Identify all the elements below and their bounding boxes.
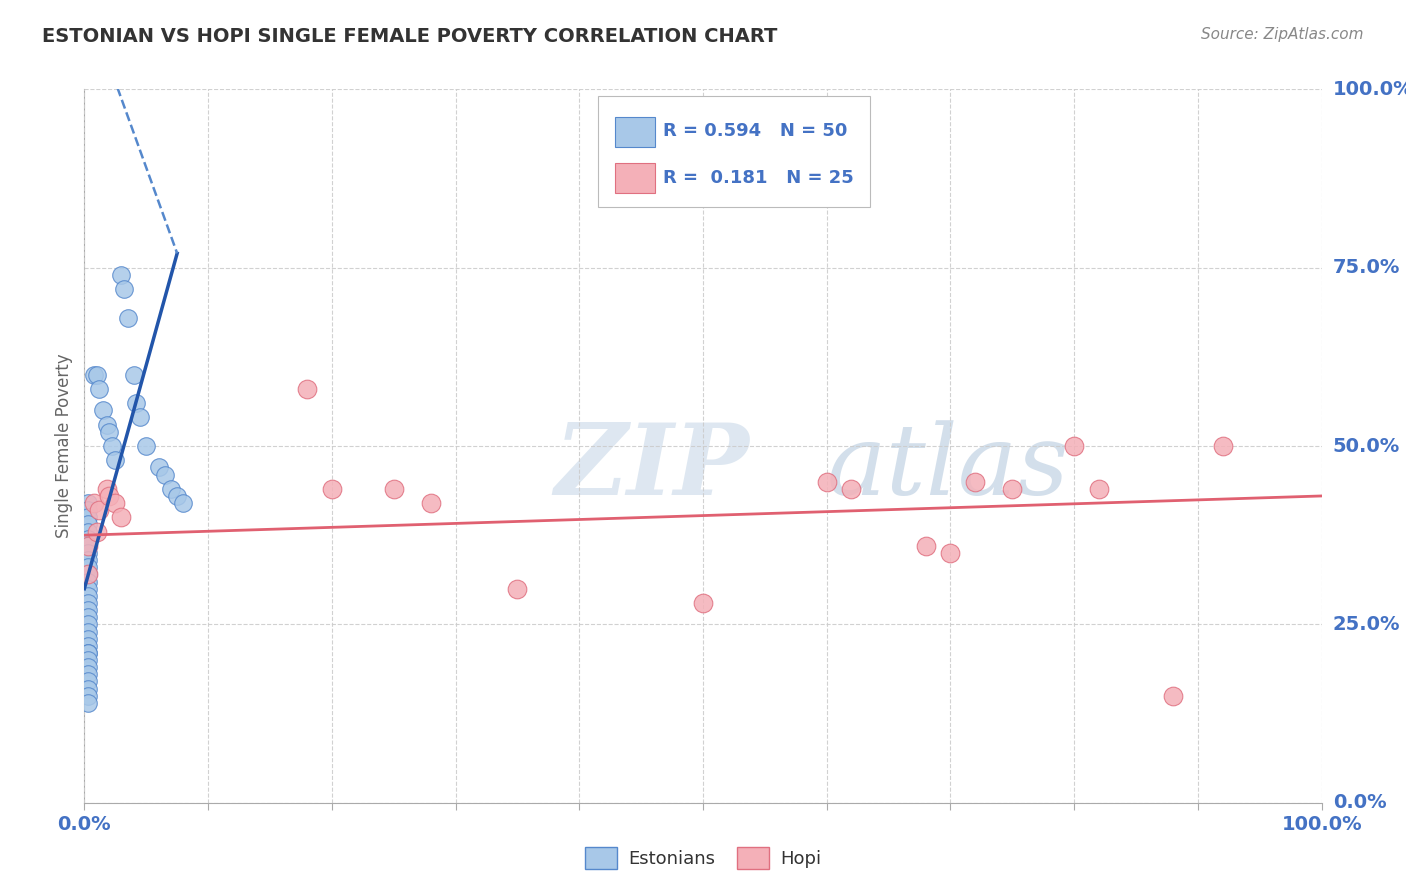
Point — [77, 546, 100, 560]
Point — [77, 567, 100, 582]
Point — [1212, 439, 1234, 453]
Point — [77, 653, 100, 667]
Point — [112, 282, 135, 296]
Point — [110, 510, 132, 524]
Point — [692, 596, 714, 610]
Text: ZIP: ZIP — [554, 419, 749, 516]
Text: 50.0%: 50.0% — [1333, 436, 1400, 456]
Point — [295, 382, 318, 396]
Text: 100.0%: 100.0% — [1333, 79, 1406, 99]
Point — [77, 582, 100, 596]
Point — [98, 489, 121, 503]
Point — [77, 560, 100, 574]
Point — [77, 624, 100, 639]
Point — [77, 567, 100, 582]
Point — [77, 646, 100, 660]
Point — [77, 646, 100, 660]
Text: R =  0.181   N = 25: R = 0.181 N = 25 — [664, 169, 855, 187]
Point — [1001, 482, 1024, 496]
Point — [86, 368, 108, 382]
Point — [86, 524, 108, 539]
Point — [939, 546, 962, 560]
Point — [77, 603, 100, 617]
Point — [914, 539, 936, 553]
Point — [77, 574, 100, 589]
Point — [166, 489, 188, 503]
Point — [419, 496, 441, 510]
Point — [77, 660, 100, 674]
Point — [1161, 689, 1184, 703]
Point — [96, 482, 118, 496]
Point — [77, 696, 100, 710]
Point — [96, 417, 118, 432]
Point — [104, 496, 127, 510]
Point — [815, 475, 838, 489]
Point — [117, 310, 139, 325]
Point — [77, 503, 100, 517]
Point — [77, 689, 100, 703]
Point — [125, 396, 148, 410]
Point — [77, 524, 100, 539]
Point — [77, 589, 100, 603]
Text: 25.0%: 25.0% — [1333, 615, 1400, 634]
Point — [100, 439, 122, 453]
Point — [89, 382, 111, 396]
Point — [160, 482, 183, 496]
Point — [77, 617, 100, 632]
Point — [321, 482, 343, 496]
Point — [148, 460, 170, 475]
Point — [135, 439, 157, 453]
Point — [83, 368, 105, 382]
FancyBboxPatch shape — [598, 96, 870, 207]
Point — [77, 632, 100, 646]
Text: atlas: atlas — [827, 420, 1070, 515]
Point — [77, 539, 100, 553]
Point — [83, 496, 105, 510]
Point — [104, 453, 127, 467]
Text: R = 0.594   N = 50: R = 0.594 N = 50 — [664, 122, 848, 140]
Point — [77, 510, 100, 524]
Point — [153, 467, 176, 482]
Point — [77, 539, 100, 553]
FancyBboxPatch shape — [616, 117, 655, 147]
Point — [1088, 482, 1111, 496]
Point — [110, 268, 132, 282]
Legend: Estonians, Hopi: Estonians, Hopi — [578, 839, 828, 876]
Point — [965, 475, 987, 489]
Point — [172, 496, 194, 510]
Point — [98, 425, 121, 439]
Point — [77, 496, 100, 510]
Point — [77, 553, 100, 567]
FancyBboxPatch shape — [616, 163, 655, 194]
Text: 0.0%: 0.0% — [1333, 793, 1386, 813]
Point — [841, 482, 863, 496]
Text: ESTONIAN VS HOPI SINGLE FEMALE POVERTY CORRELATION CHART: ESTONIAN VS HOPI SINGLE FEMALE POVERTY C… — [42, 27, 778, 45]
Text: Source: ZipAtlas.com: Source: ZipAtlas.com — [1201, 27, 1364, 42]
Point — [77, 610, 100, 624]
Point — [382, 482, 405, 496]
Point — [77, 517, 100, 532]
Point — [129, 410, 152, 425]
Point — [77, 639, 100, 653]
Point — [77, 596, 100, 610]
Point — [89, 503, 111, 517]
Text: 75.0%: 75.0% — [1333, 258, 1400, 277]
Point — [77, 674, 100, 689]
Y-axis label: Single Female Poverty: Single Female Poverty — [55, 354, 73, 538]
Point — [91, 403, 114, 417]
Point — [77, 532, 100, 546]
Point — [506, 582, 529, 596]
Point — [122, 368, 145, 382]
Point — [77, 667, 100, 681]
Point — [77, 681, 100, 696]
Point — [1063, 439, 1085, 453]
